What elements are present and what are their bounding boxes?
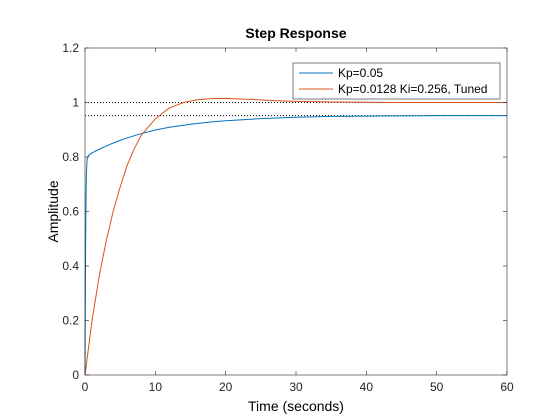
series-lines <box>84 97 507 376</box>
y-tick-label: 0 <box>72 368 79 382</box>
x-tick-label: 40 <box>360 380 374 394</box>
series-line-1 <box>84 97 507 376</box>
y-axis-title: Amplitude <box>45 180 61 242</box>
legend: Kp=0.05 Kp=0.0128 Ki=0.256, Tuned <box>292 62 501 100</box>
legend-label-kp-0-05: Kp=0.05 <box>338 66 383 80</box>
y-tick-label: 1 <box>72 96 79 110</box>
x-axis-title: Time (seconds) <box>248 398 344 414</box>
axis-ticks <box>84 47 508 376</box>
tick-labels: 0 10 20 30 40 50 60 0 0.2 0.4 0.6 0.8 1 1.2 <box>62 41 514 394</box>
y-tick-label: 0.6 <box>62 205 79 219</box>
x-tick-label: 50 <box>430 380 444 394</box>
chart-title: Step Response <box>245 25 346 41</box>
x-tick-label: 0 <box>82 380 89 394</box>
series-line-0 <box>84 115 507 376</box>
y-tick-label: 1.2 <box>62 41 79 55</box>
x-tick-label: 20 <box>219 380 233 394</box>
y-tick-label: 0.4 <box>62 259 79 273</box>
x-tick-label: 30 <box>289 380 303 394</box>
y-tick-label: 0.8 <box>62 150 79 164</box>
legend-box <box>292 62 501 100</box>
x-tick-label: 10 <box>149 380 163 394</box>
legend-label-tuned: Kp=0.0128 Ki=0.256, Tuned <box>338 82 487 96</box>
y-tick-label: 0.2 <box>62 314 79 328</box>
x-tick-label: 60 <box>500 380 514 394</box>
